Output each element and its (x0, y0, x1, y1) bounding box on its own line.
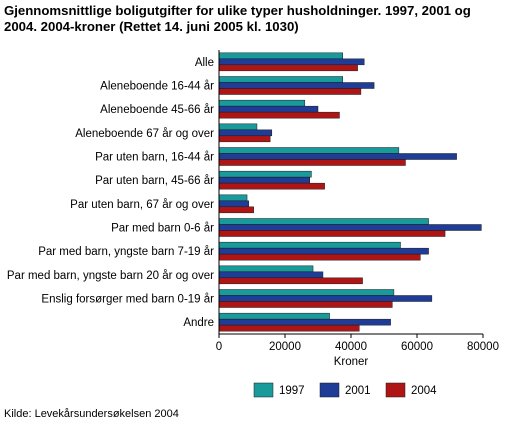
x-tick-label: 0 (216, 341, 222, 353)
bar-2004-1 (218, 64, 358, 72)
x-tick-label: 20000 (269, 341, 301, 353)
category-label: Enslig forsørger med barn 0-19 år (41, 294, 214, 306)
bar-1997-11 (218, 289, 395, 296)
plot-area (219, 50, 483, 334)
bar-2004-6 (218, 182, 325, 190)
legend-swatch-1997 (253, 382, 274, 398)
category-label: Par uten barn, 45-66 år (95, 175, 214, 187)
bar-1997-5 (218, 147, 400, 154)
category-label: Aleneboende 67 år og over (75, 128, 214, 140)
bar-2001-10 (218, 271, 324, 279)
legend-label-2001: 2001 (345, 385, 371, 397)
category-label: Par uten barn, 67 år og over (70, 199, 214, 211)
bar-2001-11 (218, 295, 433, 302)
bar-1997-9 (218, 241, 401, 249)
bar-1997-1 (218, 52, 343, 60)
bar-1997-2 (218, 76, 343, 83)
bar-1997-12 (218, 312, 330, 320)
bar-2001-9 (218, 247, 429, 255)
category-label: Par med barn, yngste barn 7-19 år (38, 246, 214, 258)
category-label: Andre (183, 317, 214, 329)
bar-2001-4 (218, 129, 273, 137)
category-label: Par med barn, yngste barn 20 år og over (7, 270, 214, 282)
bar-2004-7 (218, 206, 254, 214)
category-label: Alle (195, 57, 214, 69)
category-label: Par med barn 0-6 år (111, 223, 214, 235)
chart-source: Kilde: Levekårsundersøkelsen 2004 (4, 408, 179, 420)
bar-1997-3 (218, 99, 306, 107)
bar-1997-6 (218, 170, 312, 178)
bar-2001-3 (218, 105, 319, 113)
legend-swatch-2001 (319, 382, 340, 398)
bar-2004-10 (218, 277, 363, 285)
bar-2001-5 (218, 153, 457, 160)
bar-2004-3 (218, 111, 340, 119)
bar-1997-4 (218, 123, 258, 131)
bar-2001-7 (218, 200, 249, 208)
category-label: Aleneboende 45-66 år (100, 104, 214, 116)
bar-2001-8 (218, 224, 482, 231)
bar-2004-8 (218, 230, 446, 237)
legend-swatch-2004 (385, 382, 406, 398)
bar-2001-12 (218, 318, 391, 326)
x-tick-label: 40000 (335, 341, 367, 353)
bar-1997-7 (218, 194, 248, 202)
legend-label-1997: 1997 (279, 385, 305, 397)
chart-title: Gjennomsnittlige boligutgifter for ulike… (4, 3, 471, 34)
x-tick-label: 60000 (401, 341, 433, 353)
x-axis-title: Kroner (334, 356, 369, 368)
bar-2004-12 (218, 324, 360, 332)
bar-2001-2 (218, 82, 375, 89)
bar-2001-1 (218, 58, 365, 66)
category-label: Par uten barn, 16-44 år (95, 152, 214, 164)
bar-2004-5 (218, 159, 406, 166)
x-tick-label: 80000 (467, 341, 499, 353)
bar-2004-9 (218, 253, 421, 261)
bar-2004-2 (218, 88, 362, 95)
category-label: Aleneboende 16-44 år (100, 81, 214, 93)
bar-2004-11 (218, 301, 393, 308)
bar-2004-4 (218, 135, 271, 143)
bar-1997-8 (218, 218, 429, 225)
bar-2001-6 (218, 176, 310, 184)
legend-label-2004: 2004 (411, 385, 437, 397)
bar-1997-10 (218, 265, 314, 273)
